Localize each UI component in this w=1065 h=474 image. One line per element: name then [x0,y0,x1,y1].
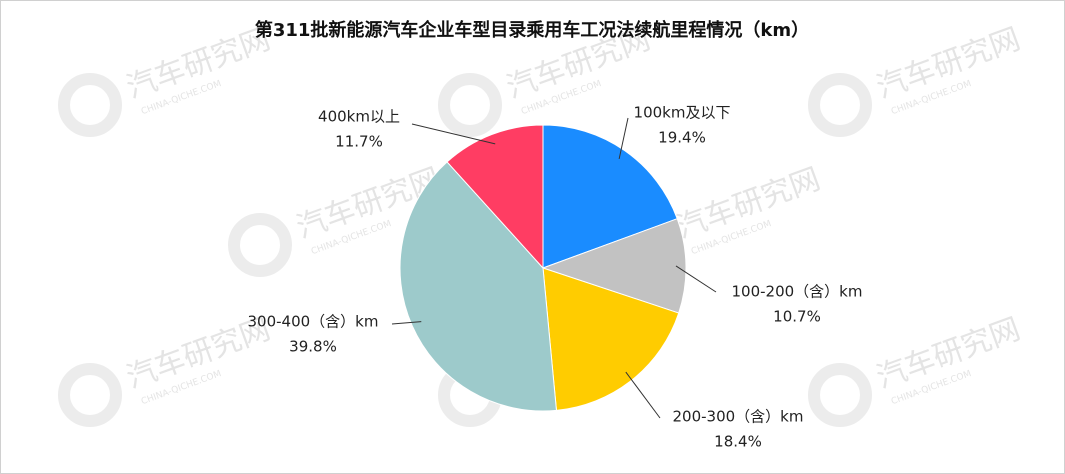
category-label: 200-300（含）km [673,408,804,426]
value-label: 11.7% [335,133,383,151]
leader-line [411,123,496,145]
watermark-logo [808,363,872,427]
watermark-logo [58,363,122,427]
leader-line [391,321,422,325]
pie-slice [399,161,558,412]
category-label: 100-200（含）km [732,283,863,301]
pie-slice [446,124,544,270]
watermark-logo [808,73,872,137]
value-label: 39.8% [289,338,337,356]
watermark-logo [228,213,292,277]
category-label: 100km及以下 [634,104,731,122]
value-label: 18.4% [714,433,762,451]
chart-title: 第311批新能源汽车企业车型目录乘用车工况法续航里程情况（km） [255,19,809,41]
pie-slice [541,218,687,314]
value-label: 19.4% [658,129,706,147]
watermark-logo [438,73,502,137]
category-label: 400km以上 [318,108,400,126]
pie-slice [542,124,678,269]
leader-line [675,265,717,293]
value-label: 10.7% [773,308,821,326]
leader-line [625,371,661,419]
leader-line [618,117,629,160]
category-label: 300-400（含）km [248,313,379,331]
watermark-logo [58,73,122,137]
